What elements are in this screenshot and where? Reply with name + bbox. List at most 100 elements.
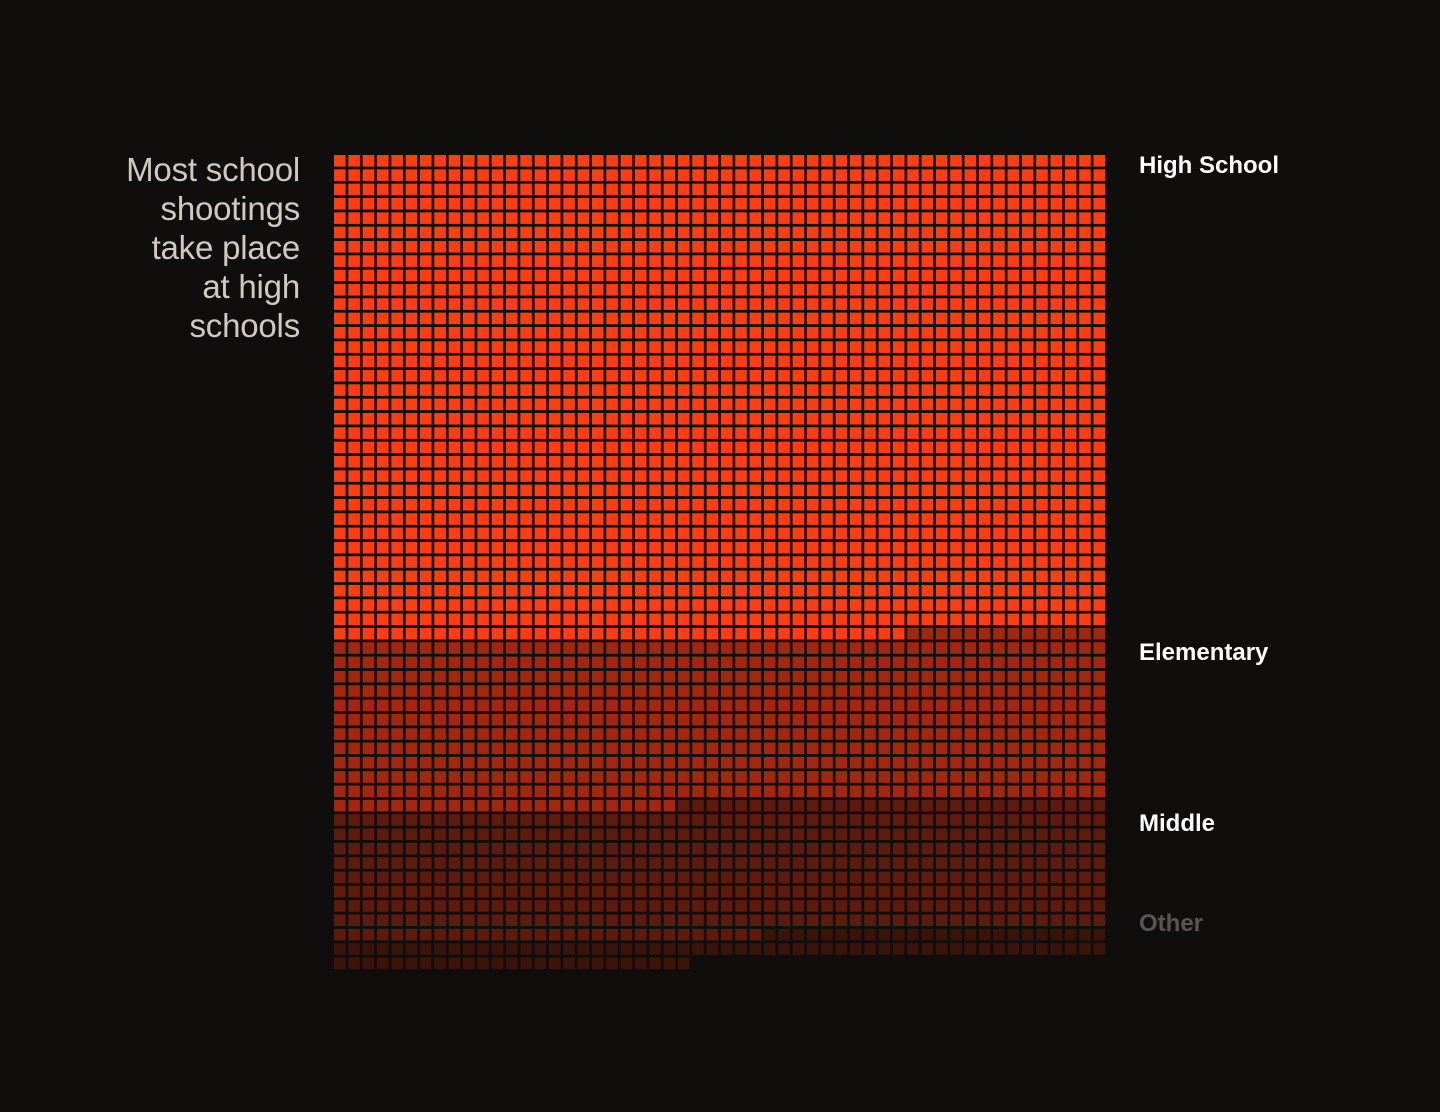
waffle-cell-high-school	[1021, 283, 1034, 296]
waffle-cell-high-school	[720, 498, 733, 511]
waffle-cell-middle	[448, 885, 461, 898]
waffle-cell-elementary	[835, 685, 848, 697]
waffle-cell-high-school	[520, 599, 532, 611]
waffle-cell-high-school	[692, 240, 704, 253]
waffle-cell-high-school	[606, 197, 618, 210]
waffle-cell-high-school	[907, 441, 919, 454]
waffle-cell-high-school	[634, 155, 647, 167]
waffle-cell-elementary	[520, 785, 532, 798]
waffle-cell-elementary	[763, 728, 776, 740]
waffle-cell-high-school	[534, 183, 547, 196]
waffle-cell-elementary	[1036, 642, 1048, 654]
waffle-cell-high-school	[1093, 427, 1106, 439]
waffle-cell-elementary	[821, 670, 833, 683]
waffle-cell-high-school	[821, 355, 833, 368]
waffle-cell-high-school	[720, 226, 733, 239]
waffle-cell-high-school	[419, 269, 432, 282]
waffle-cell-high-school	[835, 312, 848, 325]
waffle-cell-elementary	[950, 756, 962, 769]
waffle-cell-elementary	[950, 642, 962, 654]
waffle-cell-middle	[1079, 871, 1091, 884]
waffle-cell-high-school	[348, 498, 360, 511]
waffle-cell-high-school	[649, 197, 661, 210]
waffle-cell-other	[806, 943, 819, 955]
waffle-cell-elementary	[634, 699, 647, 712]
waffle-cell-high-school	[1093, 455, 1106, 468]
waffle-cell-high-school	[720, 341, 733, 353]
waffle-cell-high-school	[677, 556, 690, 568]
waffle-cell-high-school	[821, 212, 833, 224]
waffle-cell-high-school	[735, 255, 747, 267]
waffle-cell-high-school	[864, 427, 876, 439]
waffle-cell-high-school	[634, 627, 647, 640]
waffle-cell-elementary	[706, 771, 719, 783]
waffle-cell-high-school	[376, 341, 389, 353]
waffle-cell-elementary	[649, 670, 661, 683]
waffle-cell-high-school	[362, 183, 375, 196]
waffle-cell-high-school	[462, 441, 475, 454]
waffle-cell-middle	[993, 857, 1005, 869]
waffle-cell-high-school	[477, 513, 489, 525]
waffle-cell-high-school	[334, 470, 346, 482]
waffle-cell-high-school	[835, 212, 848, 224]
waffle-cell-elementary	[720, 656, 733, 669]
waffle-cell-high-school	[448, 269, 461, 282]
waffle-cell-high-school	[606, 541, 618, 554]
waffle-cell-elementary	[634, 771, 647, 783]
waffle-cell-high-school	[491, 369, 504, 382]
waffle-cell-high-school	[1007, 197, 1020, 210]
waffle-cell-high-school	[978, 613, 991, 626]
waffle-cell-elementary	[892, 713, 905, 726]
waffle-cell-high-school	[964, 613, 977, 626]
waffle-cell-high-school	[907, 384, 919, 396]
waffle-cell-high-school	[563, 269, 575, 282]
waffle-cell-high-school	[993, 541, 1005, 554]
waffle-cell-high-school	[720, 427, 733, 439]
waffle-cell-high-school	[978, 226, 991, 239]
waffle-cell-elementary	[348, 728, 360, 740]
waffle-cell-middle	[806, 885, 819, 898]
waffle-cell-high-school	[749, 355, 762, 368]
waffle-cell-elementary	[663, 699, 676, 712]
waffle-cell-high-school	[391, 570, 403, 583]
waffle-cell-high-school	[591, 212, 604, 224]
waffle-cell-middle	[434, 914, 446, 927]
waffle-cell-elementary	[993, 699, 1005, 712]
waffle-cell-elementary	[892, 642, 905, 654]
waffle-cell-elementary	[706, 742, 719, 755]
waffle-cell-high-school	[878, 169, 891, 181]
waffle-cell-high-school	[448, 484, 461, 497]
waffle-cell-high-school	[993, 498, 1005, 511]
waffle-cell-high-school	[993, 427, 1005, 439]
waffle-cell-high-school	[434, 541, 446, 554]
waffle-cell-high-school	[477, 384, 489, 396]
waffle-cell-elementary	[720, 713, 733, 726]
waffle-cell-high-school	[634, 541, 647, 554]
waffle-cell-middle	[849, 871, 862, 884]
waffle-cell-middle	[921, 857, 934, 869]
waffle-cell-high-school	[477, 326, 489, 339]
waffle-cell-elementary	[735, 785, 747, 798]
waffle-cell-high-school	[935, 513, 948, 525]
waffle-cell-high-school	[907, 470, 919, 482]
waffle-cell-elementary	[520, 642, 532, 654]
waffle-cell-high-school	[964, 556, 977, 568]
waffle-cell-high-school	[792, 441, 805, 454]
waffle-cell-middle	[620, 914, 633, 927]
waffle-cell-high-school	[778, 427, 790, 439]
waffle-cell-high-school	[577, 212, 590, 224]
waffle-cell-high-school	[591, 240, 604, 253]
waffle-cell-high-school	[1079, 197, 1091, 210]
waffle-cell-high-school	[993, 455, 1005, 468]
waffle-cell-middle	[563, 814, 575, 826]
waffle-cell-middle	[964, 828, 977, 841]
waffle-cell-middle	[534, 914, 547, 927]
waffle-cell-middle	[606, 857, 618, 869]
waffle-cell-high-school	[749, 513, 762, 525]
waffle-cell-high-school	[821, 341, 833, 353]
waffle-cell-other	[692, 943, 704, 955]
waffle-cell-high-school	[362, 584, 375, 597]
waffle-cell-high-school	[706, 283, 719, 296]
waffle-cell-high-school	[720, 384, 733, 396]
waffle-cell-high-school	[720, 326, 733, 339]
